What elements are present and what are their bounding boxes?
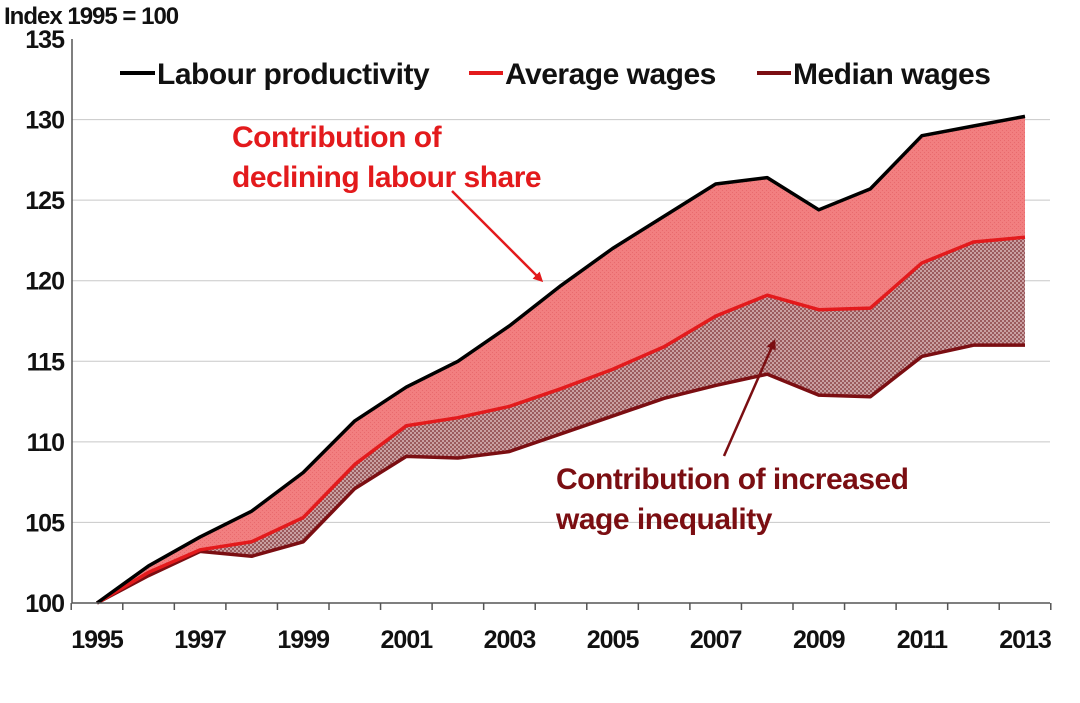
y-tick-label-135: 135 (25, 26, 65, 54)
y-tick-label-115: 115 (27, 348, 65, 376)
legend-label-average-wages: Average wages (505, 58, 716, 91)
y-tick-label-100: 100 (25, 590, 64, 618)
shaded-areas (97, 116, 1025, 603)
annotation-wage-inequality: Contribution of increased wage inequalit… (555, 339, 909, 536)
x-tick-label-2009: 2009 (793, 626, 845, 654)
series-line-average-wages (96, 235, 1026, 605)
y-tick-label-105: 105 (25, 509, 65, 537)
legend-item-median-wages: Median wages (757, 58, 991, 91)
x-tick-label-2001: 2001 (381, 626, 434, 654)
series-lines (95, 114, 1026, 605)
annotation-wage-inequality-line2: wage inequality (555, 503, 773, 536)
x-tick-label-1995: 1995 (71, 626, 124, 654)
x-tick-label-1999: 1999 (277, 626, 329, 654)
legend-label-labour-productivity: Labour productivity (157, 58, 430, 91)
area-increased-wage-inequality (97, 237, 1025, 603)
y-tick-label-110: 110 (27, 429, 64, 457)
legend: Labour productivity Average wages Median… (120, 58, 991, 91)
y-tick-label-125: 125 (25, 187, 65, 215)
y-tick-labels: 100 105 110 115 120 125 130 135 (25, 26, 66, 618)
x-tick-label-1997: 1997 (174, 626, 226, 654)
annotation-labour-share-line2: declining labour share (232, 161, 541, 194)
x-tick-label-2005: 2005 (587, 626, 640, 654)
x-tick-label-2011: 2011 (897, 626, 948, 654)
x-tick-labels: 1995 1997 1999 2001 2003 2005 2007 2009 2011 2013 (71, 626, 1052, 654)
x-tick-label-2007: 2007 (690, 626, 742, 654)
axes (70, 39, 1052, 610)
series-line-labour-productivity (95, 114, 1026, 605)
legend-item-labour-productivity: Labour productivity (120, 58, 430, 91)
unit-label: Index 1995 = 100 (4, 3, 179, 30)
annotation-labour-share: Contribution of declining labour share (232, 121, 544, 283)
legend-item-average-wages: Average wages (469, 58, 716, 91)
x-tick-label-2013: 2013 (999, 626, 1051, 654)
y-tick-label-130: 130 (25, 107, 64, 135)
annotation-wage-inequality-arrow (722, 339, 776, 457)
y-tick-label-120: 120 (25, 268, 64, 296)
legend-label-median-wages: Median wages (793, 58, 990, 91)
x-tick-label-2003: 2003 (484, 626, 536, 654)
area-declining-labour-share (97, 116, 1025, 603)
series-line-median-wages (96, 343, 1025, 605)
annotation-wage-inequality-line1: Contribution of increased (556, 463, 909, 496)
annotation-labour-share-line1: Contribution of (232, 121, 443, 154)
annotation-labour-share-arrow (451, 190, 544, 283)
